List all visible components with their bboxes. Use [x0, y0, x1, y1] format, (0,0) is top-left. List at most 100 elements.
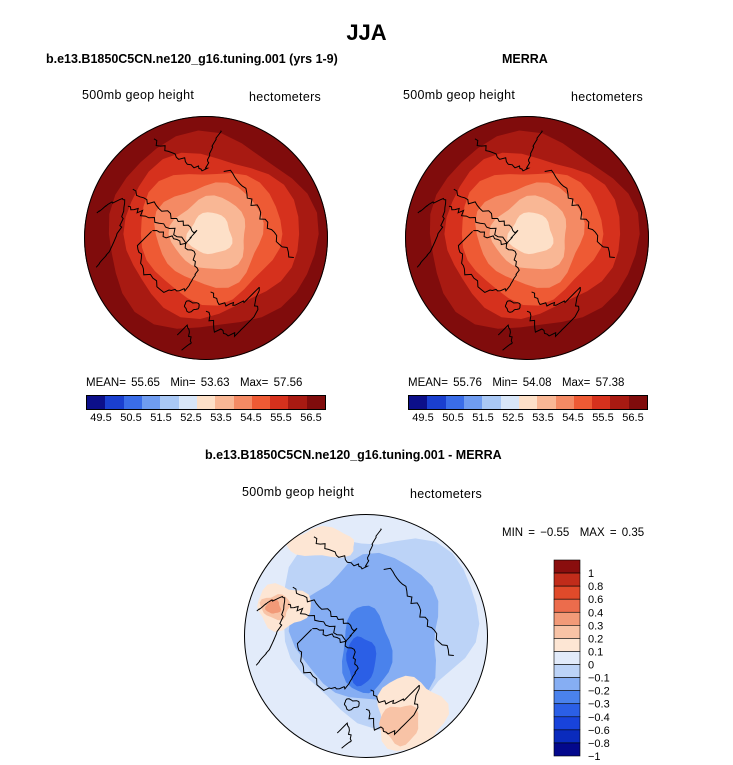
siberia-coastline — [223, 169, 294, 259]
canadian-arctic-coastline — [287, 586, 358, 643]
uk-coastline — [336, 722, 352, 749]
right-colorbar-tick-label: 50.5 — [442, 412, 464, 424]
left-max-value: 57.56 — [273, 377, 303, 389]
left-min-label: Min= — [170, 377, 196, 389]
right-colorbar-tick-label: 53.5 — [532, 412, 554, 424]
diff-max-value: 0.35 — [621, 527, 645, 539]
left-colorbar-swatch — [105, 396, 124, 409]
siberia-coastline — [383, 567, 454, 657]
right-colorbar-swatch — [463, 396, 483, 409]
right-colorbar-tick-label: 51.5 — [472, 412, 494, 424]
left-polar-map — [84, 116, 328, 360]
diff-colorbar-tick-label: 0.8 — [588, 581, 603, 593]
left-colorbar — [86, 395, 326, 410]
diff-colorbar-swatch — [553, 638, 581, 652]
left-min-value: 53.63 — [200, 377, 230, 389]
right-colorbar-ticks: 49.5 50.5 51.5 52.5 53.5 54.5 55.5 56.5 — [408, 412, 648, 424]
diff-colorbar-tick-label: 0.1 — [588, 646, 603, 658]
right-contour-band — [507, 212, 554, 255]
right-colorbar-tick-label: 55.5 — [592, 412, 614, 424]
right-colorbar-swatch — [628, 396, 648, 409]
diff-map-border — [244, 514, 488, 758]
left-units-label: hectometers — [249, 90, 322, 104]
iceland-coastline — [504, 300, 521, 313]
right-map-border — [405, 116, 649, 360]
diff-polar-map — [244, 514, 488, 758]
siberia-coastline — [544, 169, 615, 259]
diff-colorbar: 10.80.60.40.30.20.1 0−0.1−0.2−0.3−0.4−0.6… — [553, 559, 610, 763]
left-mean-label: MEAN= — [86, 377, 126, 389]
canadian-arctic-coastline — [448, 188, 519, 245]
right-mean-label: MEAN= — [408, 377, 448, 389]
right-min-label: Min= — [492, 377, 518, 389]
right-colorbar-tick-label: 54.5 — [562, 412, 584, 424]
diff-colorbar-tick-label: −0.6 — [588, 725, 610, 737]
left-map-border — [84, 116, 328, 360]
left-max-label: Max= — [239, 377, 269, 389]
right-variable-label: 500mb geop height — [403, 88, 516, 102]
left-colorbar-tick-label: 50.5 — [120, 412, 142, 424]
right-max-value: 57.38 — [595, 377, 625, 389]
left-colorbar-swatch — [288, 396, 307, 409]
diff-colorbar-swatch — [553, 729, 581, 744]
greenland-coastline — [136, 229, 199, 293]
europe-coastline — [365, 684, 420, 736]
alaska-coastline — [313, 528, 382, 570]
alaska-coastline — [153, 130, 222, 172]
diff-colorbar-tick-label: 0.4 — [588, 607, 603, 619]
diff-colorbar-swatch — [553, 690, 581, 705]
europe-coastline — [526, 286, 581, 338]
left-colorbar-swatch — [178, 396, 197, 409]
right-units-label: hectometers — [571, 90, 644, 104]
right-colorbar-tick-label: 49.5 — [412, 412, 434, 424]
north-america-coastline — [416, 197, 447, 268]
diff-colorbar-tick-label: −1 — [588, 751, 601, 763]
right-max-label: Max= — [561, 377, 591, 389]
left-colorbar-tick-label: 53.5 — [210, 412, 232, 424]
diff-min-label: MIN = — [502, 527, 535, 539]
left-colorbar-swatch — [251, 396, 271, 409]
right-colorbar-tick-label: 56.5 — [622, 412, 644, 424]
diff-colorbar-tick-label: 0 — [588, 660, 594, 672]
diff-colorbar-tick-label: 1 — [588, 568, 594, 580]
left-panel-title: b.e13.B1850C5CN.ne120_g16.tuning.001 (yr… — [46, 52, 338, 66]
diff-variable-label: 500mb geop height — [242, 485, 355, 499]
north-america-coastline — [255, 595, 286, 666]
left-colorbar-ticks: 49.5 50.5 51.5 52.5 53.5 54.5 55.5 56.5 — [86, 412, 326, 424]
left-field-layer — [84, 116, 328, 360]
left-colorbar-swatch — [306, 396, 326, 409]
right-colorbar-swatch — [482, 396, 501, 409]
uk-coastline — [176, 324, 192, 351]
left-variable-label: 500mb geop height — [82, 88, 195, 102]
diff-colorbar-swatch — [553, 572, 581, 587]
iceland-coastline — [343, 698, 360, 711]
left-stats: MEAN= 55.65 Min= 53.63 Max= 57.56 — [86, 377, 302, 389]
right-colorbar — [408, 395, 648, 410]
diff-colorbar-swatch — [553, 742, 581, 757]
diff-colorbar-swatch — [553, 703, 581, 718]
diff-field-layer — [244, 514, 488, 758]
figure-title: JJA — [346, 20, 387, 45]
diff-colorbar-tick-label: 0.6 — [588, 594, 603, 606]
left-colorbar-swatch — [87, 396, 106, 409]
left-colorbar-swatch — [141, 396, 161, 409]
diff-contour-band — [285, 526, 355, 558]
diff-contour-band — [379, 705, 419, 747]
right-colorbar-swatch — [592, 396, 611, 409]
diff-contour-band — [265, 599, 282, 614]
right-colorbar-swatch — [518, 396, 538, 409]
diff-colorbar-tick-label: −0.2 — [588, 686, 610, 698]
right-stats: MEAN= 55.76 Min= 54.08 Max= 57.38 — [408, 377, 624, 389]
left-colorbar-tick-label: 52.5 — [180, 412, 202, 424]
iceland-coastline — [183, 300, 200, 313]
left-colorbar-tick-label: 51.5 — [150, 412, 172, 424]
left-colorbar-swatch — [233, 396, 252, 409]
right-colorbar-swatch — [610, 396, 629, 409]
left-colorbar-swatch — [123, 396, 142, 409]
diff-colorbar-swatch — [553, 716, 581, 731]
diff-colorbar-tick-label: −0.4 — [588, 712, 610, 724]
europe-coastline — [205, 286, 260, 338]
diff-colorbar-swatch — [553, 598, 581, 613]
north-america-coastline — [95, 197, 126, 268]
left-colorbar-swatch — [215, 396, 234, 409]
